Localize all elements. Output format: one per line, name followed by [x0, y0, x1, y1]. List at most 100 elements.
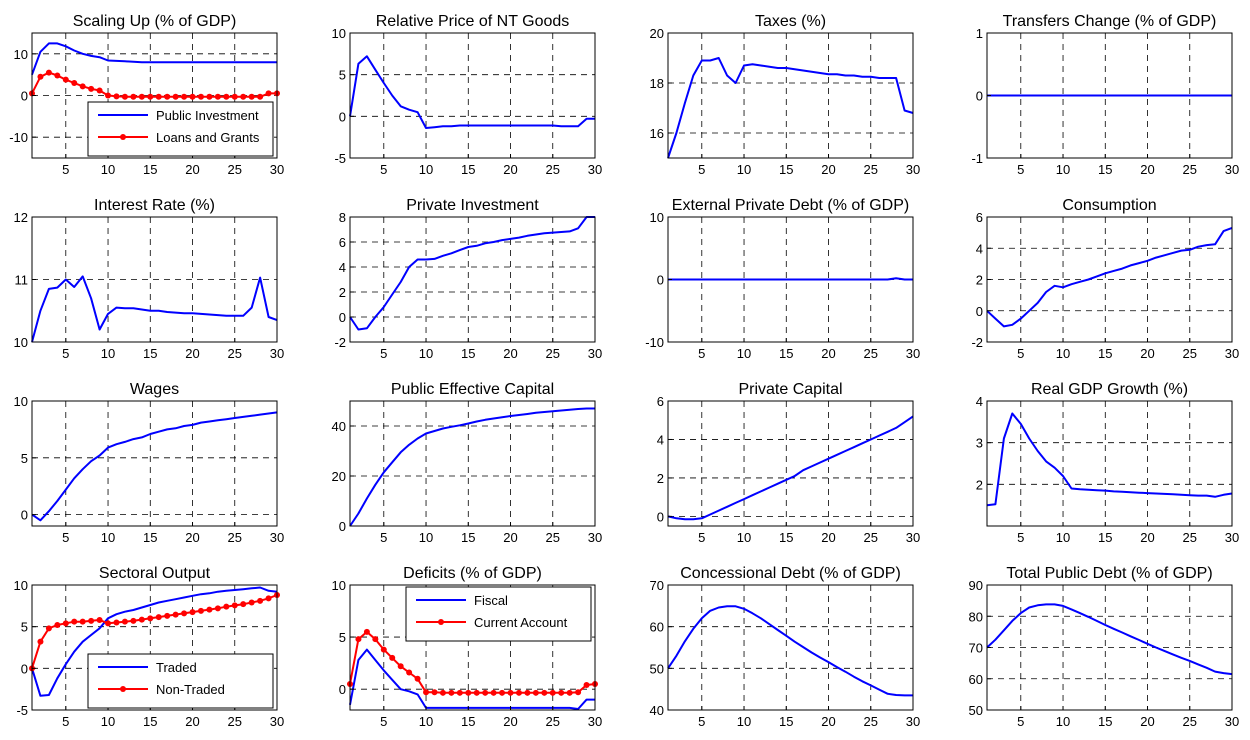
- chart-6-xtick-label: 25: [546, 346, 560, 361]
- chart-7-ytick-label: 10: [650, 210, 664, 225]
- chart-2-series-1-line: [349, 55, 595, 129]
- chart-5-ytick-label: 12: [14, 210, 28, 225]
- chart-1-series-2-point: [248, 93, 255, 100]
- chart-4-ytick-label: 0: [976, 89, 983, 104]
- chart-12-xtick-label: 15: [1098, 530, 1112, 545]
- chart-2-axes-box: [349, 32, 596, 159]
- chart-14-series-2-point: [465, 689, 472, 696]
- chart-1-series-2-point: [71, 80, 78, 86]
- chart-6-axes-box: [349, 216, 596, 343]
- chart-14-series-2-point: [490, 689, 497, 696]
- chart-10-series-1-line: [349, 407, 595, 527]
- chart-14-legend-box: [405, 586, 592, 642]
- chart-3-ytick-label: 20: [650, 26, 664, 41]
- chart-5-xtick-label: 25: [228, 346, 242, 361]
- chart-1-xtick-label: 10: [101, 162, 115, 177]
- chart-12-xtick-label: 25: [1183, 530, 1197, 545]
- chart-16: Total Public Debt (% of GDP) 5 10 15 20 25 30 5…: [969, 565, 1240, 729]
- chart-14-series-2-point: [524, 689, 531, 696]
- chart-13-xtick-label: 10: [101, 714, 115, 729]
- chart-13-legend-label-2: Non-Traded: [156, 682, 225, 697]
- chart-10-xtick-label: 25: [546, 530, 560, 545]
- chart-6-xtick-label: 30: [588, 346, 602, 361]
- chart-14-ytick-label: 10: [332, 578, 346, 593]
- chart-8-xtick-label: 5: [1017, 346, 1024, 361]
- chart-13-series-2-point: [147, 615, 154, 622]
- chart-3-xtick-label: 20: [821, 162, 835, 177]
- chart-8-title: Consumption: [1062, 197, 1156, 214]
- chart-5-xtick-label: 15: [143, 346, 157, 361]
- chart-4-xtick-label: 25: [1183, 162, 1197, 177]
- chart-10-ytick-label: 0: [339, 519, 346, 534]
- chart-1-title: Scaling Up (% of GDP): [73, 13, 237, 30]
- chart-10-title: Public Effective Capital: [391, 381, 554, 398]
- chart-14-legend-label-2: Current Account: [474, 615, 568, 630]
- chart-15-title: Concessional Debt (% of GDP): [680, 565, 901, 582]
- chart-14-series-2-point: [566, 689, 573, 696]
- chart-8-ytick-label: 0: [976, 304, 983, 319]
- chart-3-plot-area: [668, 33, 913, 158]
- chart-11-plot-area: [668, 401, 913, 526]
- chart-13-series-2-point: [121, 618, 128, 625]
- chart-10-xtick-label: 10: [419, 530, 433, 545]
- chart-2-xtick-label: 5: [380, 162, 387, 177]
- chart-14-series-2-point: [583, 682, 590, 688]
- chart-7-xtick-label: 5: [698, 346, 705, 361]
- chart-2-xtick-label: 10: [419, 162, 433, 177]
- chart-16-ytick-label: 90: [969, 578, 983, 593]
- chart-6-ytick-label: 0: [339, 310, 346, 325]
- chart-5-xtick-label: 10: [101, 346, 115, 361]
- chart-9-xtick-label: 20: [185, 530, 199, 545]
- chart-11: Private Capital 5 10 15 20 25 30 0 2 4 6: [657, 381, 920, 545]
- chart-14-xtick-label: 20: [503, 714, 517, 729]
- chart-3-axes-box: [667, 32, 914, 159]
- chart-6-series-1-line: [349, 216, 595, 331]
- chart-6-ytick-label: 6: [339, 235, 346, 250]
- chart-14-series-2-point: [549, 689, 556, 696]
- chart-9-xtick-label: 25: [228, 530, 242, 545]
- chart-12-xtick-label: 5: [1017, 530, 1024, 545]
- chart-1-series-2-point: [257, 93, 264, 100]
- chart-13-legend: Traded Non-Traded: [87, 653, 274, 709]
- chart-3-title: Taxes (%): [755, 13, 826, 30]
- chart-1-series-2-point: [231, 93, 238, 100]
- chart-5-ytick-label: 10: [14, 335, 28, 350]
- chart-1-xtick-label: 25: [228, 162, 242, 177]
- chart-13-xtick-label: 30: [270, 714, 284, 729]
- chart-5-ytick-label: 11: [15, 273, 29, 288]
- chart-14-series-2-point: [423, 689, 430, 696]
- chart-1-series-1-line: [31, 42, 277, 76]
- chart-9-xtick-label: 15: [143, 530, 157, 545]
- chart-7-xtick-label: 25: [864, 346, 878, 361]
- chart-13-legend-label-1: Traded: [156, 660, 197, 675]
- chart-11-ytick-label: 2: [657, 471, 664, 486]
- chart-2-xtick-label: 15: [461, 162, 475, 177]
- chart-16-xtick-label: 15: [1098, 714, 1112, 729]
- chart-12-title: Real GDP Growth (%): [1031, 381, 1188, 398]
- chart-4-ytick-label: 1: [976, 26, 983, 41]
- chart-6-xtick-label: 15: [461, 346, 475, 361]
- chart-13-series-2-point: [172, 611, 179, 618]
- chart-4-xtick-label: 5: [1017, 162, 1024, 177]
- chart-6-ytick-label: 8: [339, 210, 346, 225]
- chart-6-xtick-label: 5: [380, 346, 387, 361]
- chart-2-ytick-label: 0: [339, 109, 346, 124]
- chart-14-xtick-label: 15: [461, 714, 475, 729]
- chart-10-plot-area: [350, 401, 595, 526]
- chart-13-series-2-point: [138, 616, 145, 623]
- chart-1-series-2-point: [54, 72, 61, 79]
- chart-7-series-1-line: [668, 277, 913, 281]
- chart-5-series-1-line: [31, 275, 278, 343]
- chart-11-title: Private Capital: [738, 381, 842, 398]
- chart-13-series-2-point: [96, 617, 103, 623]
- chart-11-xtick-label: 25: [864, 530, 878, 545]
- chart-13-title: Sectoral Output: [99, 565, 211, 582]
- chart-13-axes-box: [31, 584, 278, 711]
- chart-11-xtick-label: 20: [821, 530, 835, 545]
- chart-14-series-2-point: [372, 636, 379, 643]
- chart-8-ytick-label: 2: [976, 273, 983, 288]
- chart-14-series-2-point: [541, 689, 548, 696]
- chart-13-series-2-point: [164, 612, 171, 619]
- chart-1-series-2-point: [240, 93, 247, 100]
- chart-2-title: Relative Price of NT Goods: [376, 13, 570, 30]
